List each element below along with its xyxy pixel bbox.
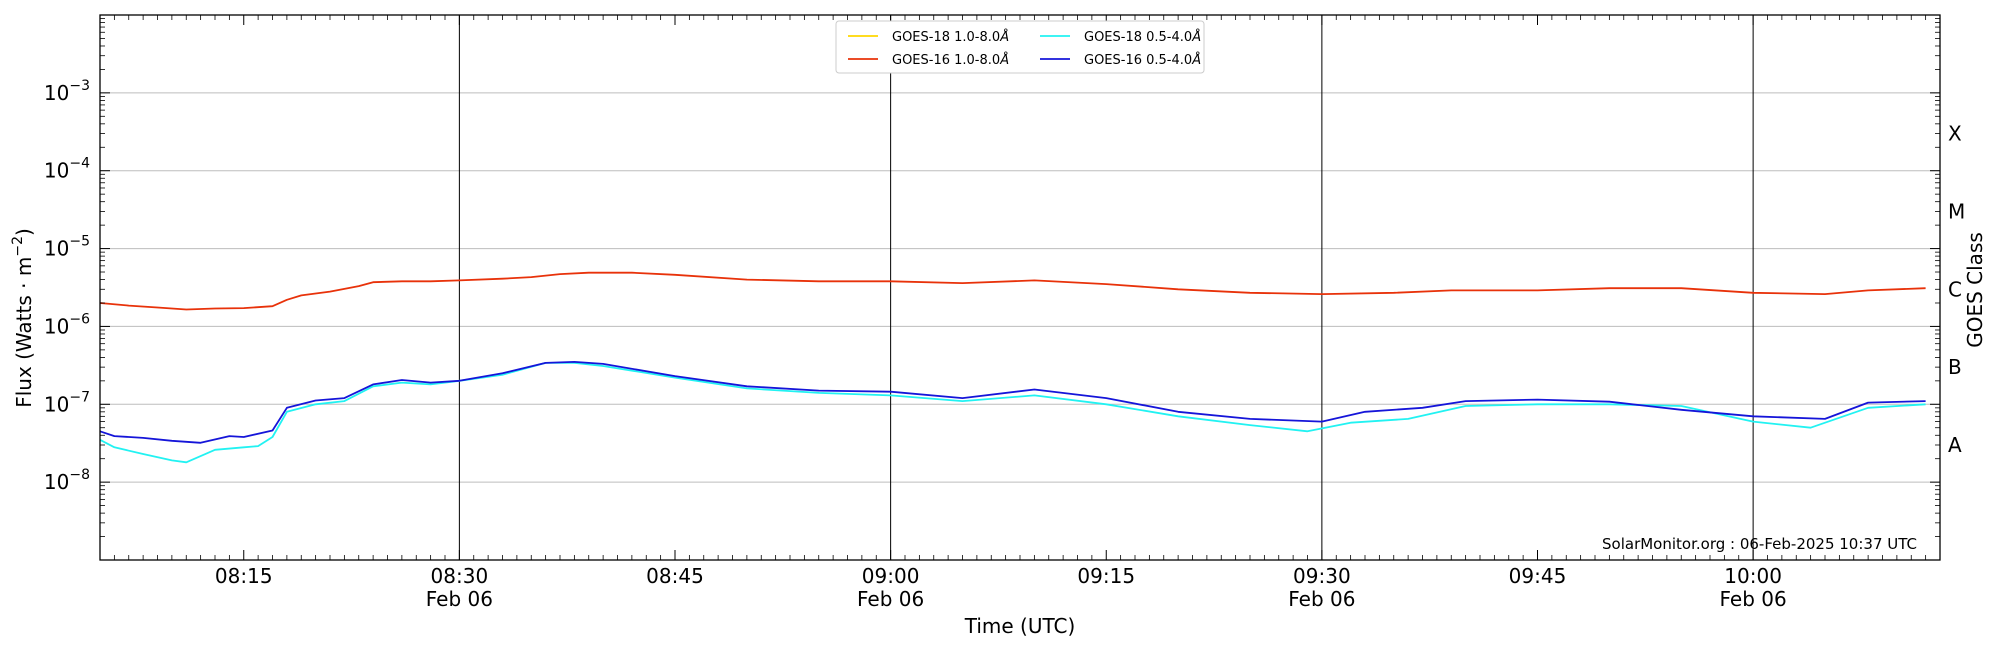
credit-text: SolarMonitor.org : 06-Feb-2025 10:37 UTC xyxy=(1602,535,1917,553)
goes-class-label: C xyxy=(1948,277,1962,301)
series-line-goes-16-1-0-8-0 xyxy=(99,271,1926,311)
x-tick-date-label: Feb 06 xyxy=(857,587,924,611)
x-tick-label: 09:15 xyxy=(1077,564,1135,588)
legend: GOES-18 1.0-8.0Å GOES-16 1.0-8.0Å GOES-18 … xyxy=(835,20,1205,74)
grid-lines xyxy=(100,92,1940,483)
y-tick-label: 10−8 xyxy=(44,467,90,494)
goes-class-axis-label: GOES Class xyxy=(1963,232,1987,348)
x-tick-label: 10:00 xyxy=(1724,564,1782,588)
goes-class-labels: A B C M X xyxy=(1948,122,1965,457)
series-line-goes-16-0-5-4-0 xyxy=(99,360,1926,444)
goes-class-label: M xyxy=(1948,199,1965,223)
x-tick-label: 09:45 xyxy=(1509,564,1567,588)
x-tick-label: 08:30 xyxy=(431,564,489,588)
y-tick-label: 10−4 xyxy=(44,156,90,183)
legend-box xyxy=(835,20,1205,74)
x-tick-label: 08:45 xyxy=(646,564,704,588)
y-tick-label: 10−7 xyxy=(44,389,90,416)
goes-class-label: X xyxy=(1948,122,1962,146)
day-marker-lines xyxy=(458,15,1754,560)
legend-label: GOES-18 1.0-8.0Å xyxy=(892,29,1009,45)
series-line-goes-18-0-5-4-0 xyxy=(99,361,1926,464)
y-tick-label: 10−3 xyxy=(44,78,90,105)
y-axis-label: Flux (Watts · m−2) xyxy=(10,228,36,408)
x-tick-label: 09:30 xyxy=(1293,564,1351,588)
x-axis-label: Time (UTC) xyxy=(964,614,1076,638)
series-lines xyxy=(99,271,1926,464)
axis-ticks xyxy=(99,15,1941,560)
y-tick-label: 10−5 xyxy=(44,234,90,261)
legend-label: GOES-18 0.5-4.0Å xyxy=(1084,29,1201,45)
goes-class-label: B xyxy=(1948,355,1962,379)
x-tick-date-label: Feb 06 xyxy=(1288,587,1355,611)
x-tick-label: 08:15 xyxy=(215,564,273,588)
y-tick-labels: 10−8 10−7 10−6 10−5 10−4 10−3 xyxy=(44,78,90,494)
x-tick-label: 09:00 xyxy=(862,564,920,588)
goes-class-label: A xyxy=(1948,433,1962,457)
x-tick-date-label: Feb 06 xyxy=(426,587,493,611)
legend-label: GOES-16 1.0-8.0Å xyxy=(892,52,1009,68)
x-tick-date-label: Feb 06 xyxy=(1720,587,1787,611)
y-tick-label: 10−6 xyxy=(44,311,90,338)
legend-label: GOES-16 0.5-4.0Å xyxy=(1084,52,1201,68)
